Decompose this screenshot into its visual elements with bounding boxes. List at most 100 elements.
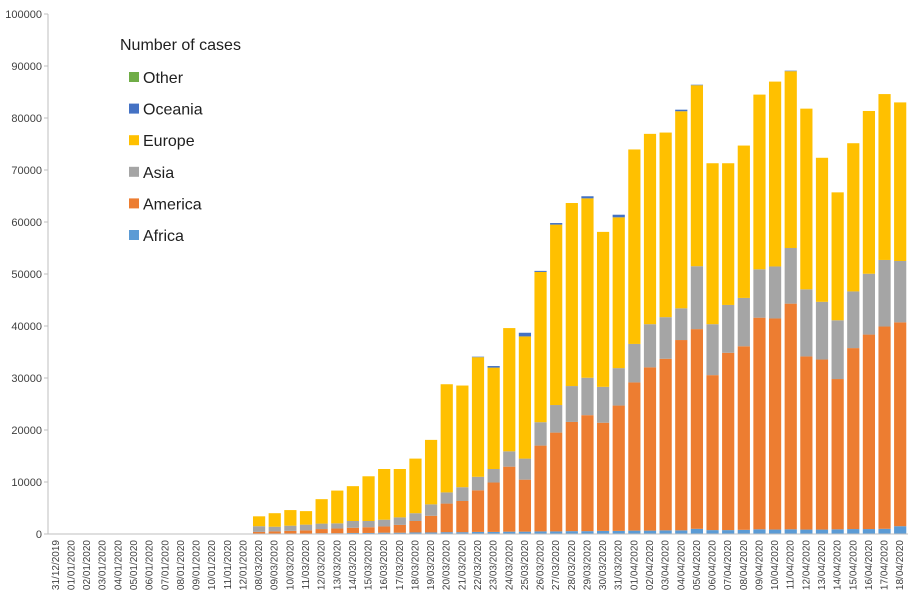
bar-segment-europe <box>753 94 766 270</box>
bar-segment-america <box>487 482 500 532</box>
x-tick-label: 22/03/2020 <box>473 540 484 590</box>
bar-segment-europe <box>534 271 547 423</box>
bar-segment-asia <box>440 492 453 504</box>
x-tick-label: 03/04/2020 <box>661 540 672 590</box>
x-tick-label: 14/04/2020 <box>833 540 844 590</box>
bar-segment-europe <box>706 163 719 325</box>
bar-segment-africa <box>346 532 360 534</box>
bar-segment-africa <box>815 529 829 534</box>
legend-swatch-asia <box>129 166 139 177</box>
y-tick-label: 60000 <box>11 217 42 229</box>
bar-segment-america <box>847 348 860 530</box>
bar-segment-asia <box>581 377 594 416</box>
bar-segment-oceania <box>518 332 532 337</box>
bar-segment-asia <box>878 259 891 327</box>
bar-segment-africa <box>409 532 422 534</box>
bar-segment-europe <box>315 499 328 524</box>
bar-segment-europe <box>487 367 500 469</box>
x-tick-label: 13/03/2020 <box>332 540 343 590</box>
bar-segment-america <box>643 367 657 531</box>
bar-segment-america <box>800 356 813 530</box>
bar-segment-africa <box>581 531 594 534</box>
bar-segment-europe <box>643 133 657 325</box>
x-tick-label: 12/03/2020 <box>317 540 328 590</box>
x-tick-label: 16/03/2020 <box>379 540 390 590</box>
bar-segment-asia <box>424 504 438 516</box>
bar-segment-africa <box>596 530 610 534</box>
bar-segment-africa <box>643 530 657 534</box>
legend-swatch-oceania <box>129 103 139 114</box>
bar-segment-africa <box>706 530 719 534</box>
x-tick-label: 30/03/2020 <box>598 540 609 590</box>
bar-segment-america <box>362 527 375 533</box>
bar-segment-asia <box>315 523 328 530</box>
bar-segment-america <box>503 466 516 532</box>
bars <box>252 70 907 534</box>
bar-segment-africa <box>675 530 688 534</box>
bar-segment-asia <box>268 526 281 532</box>
x-tick-label: 06/04/2020 <box>708 540 719 590</box>
x-tick-label: 13/04/2020 <box>817 540 828 590</box>
bar-segment-africa <box>565 531 578 534</box>
bar-segment-africa <box>440 532 453 534</box>
x-tick-label: 12/04/2020 <box>801 540 812 590</box>
bar-segment-america <box>518 479 532 532</box>
bar-segment-africa <box>722 530 735 534</box>
bar-segment-europe <box>471 357 485 477</box>
bar-segment-asia <box>362 521 375 528</box>
bar-segment-oceania <box>471 356 485 358</box>
x-tick-label: 26/03/2020 <box>536 540 547 590</box>
x-tick-label: 27/03/2020 <box>551 540 562 590</box>
bar-segment-oceania <box>690 84 704 86</box>
bar-segment-africa <box>831 529 844 534</box>
y-tick-label: 0 <box>36 529 42 541</box>
bar-segment-america <box>456 500 469 533</box>
bar-segment-europe <box>737 145 750 298</box>
bar-segment-america <box>471 490 485 532</box>
x-tick-label: 03/01/2020 <box>98 540 109 590</box>
x-tick-label: 11/01/2020 <box>223 540 234 590</box>
bar-segment-asia <box>768 266 782 319</box>
bar-segment-america <box>675 340 688 531</box>
bar-segment-europe <box>393 469 406 518</box>
bar-segment-america <box>862 334 876 530</box>
bar-segment-america <box>331 528 344 534</box>
bar-segment-oceania <box>784 70 797 72</box>
bar-segment-europe <box>346 486 360 521</box>
bar-segment-asia <box>831 320 844 380</box>
y-tick-label: 50000 <box>11 269 42 281</box>
bar-segment-america <box>252 531 266 534</box>
x-tick-label: 08/04/2020 <box>739 540 750 590</box>
bar-segment-asia <box>284 525 297 531</box>
bar-segment-asia <box>378 519 391 527</box>
bar-segment-asia <box>659 317 672 359</box>
bar-segment-america <box>706 375 719 531</box>
bar-segment-africa <box>878 528 891 534</box>
legend: Number of cases Other Oceania Europe Asia Am… <box>120 37 241 245</box>
y-tick-label: 30000 <box>11 373 42 385</box>
bar-segment-africa <box>424 532 438 534</box>
legend-swatch-other <box>129 72 139 82</box>
bar-segment-asia <box>503 451 516 467</box>
bar-segment-america <box>878 326 891 529</box>
x-tick-label: 29/03/2020 <box>582 540 593 590</box>
x-tick-label: 14/03/2020 <box>348 540 359 590</box>
bar-segment-america <box>550 432 563 532</box>
y-tick-label: 80000 <box>11 113 42 125</box>
bar-segment-asia <box>894 261 907 323</box>
bar-segment-europe <box>800 108 813 290</box>
bar-segment-america <box>628 382 641 531</box>
bar-segment-africa <box>518 531 532 534</box>
x-tick-label: 01/04/2020 <box>629 540 640 590</box>
bar-segment-europe <box>424 439 438 505</box>
x-tick-label: 18/03/2020 <box>410 540 421 590</box>
bar-segment-europe <box>628 149 641 344</box>
x-tick-label: 09/04/2020 <box>754 540 765 590</box>
bar-segment-europe <box>784 71 797 248</box>
bar-segment-america <box>581 415 594 532</box>
bar-segment-europe <box>862 110 876 274</box>
bar-segment-asia <box>346 521 360 528</box>
bar-segment-europe <box>612 217 625 369</box>
x-axis: 31/12/2019 01/01/2020 02/01/2020 03/01/2020… <box>48 533 908 590</box>
bar-segment-america <box>393 524 406 533</box>
